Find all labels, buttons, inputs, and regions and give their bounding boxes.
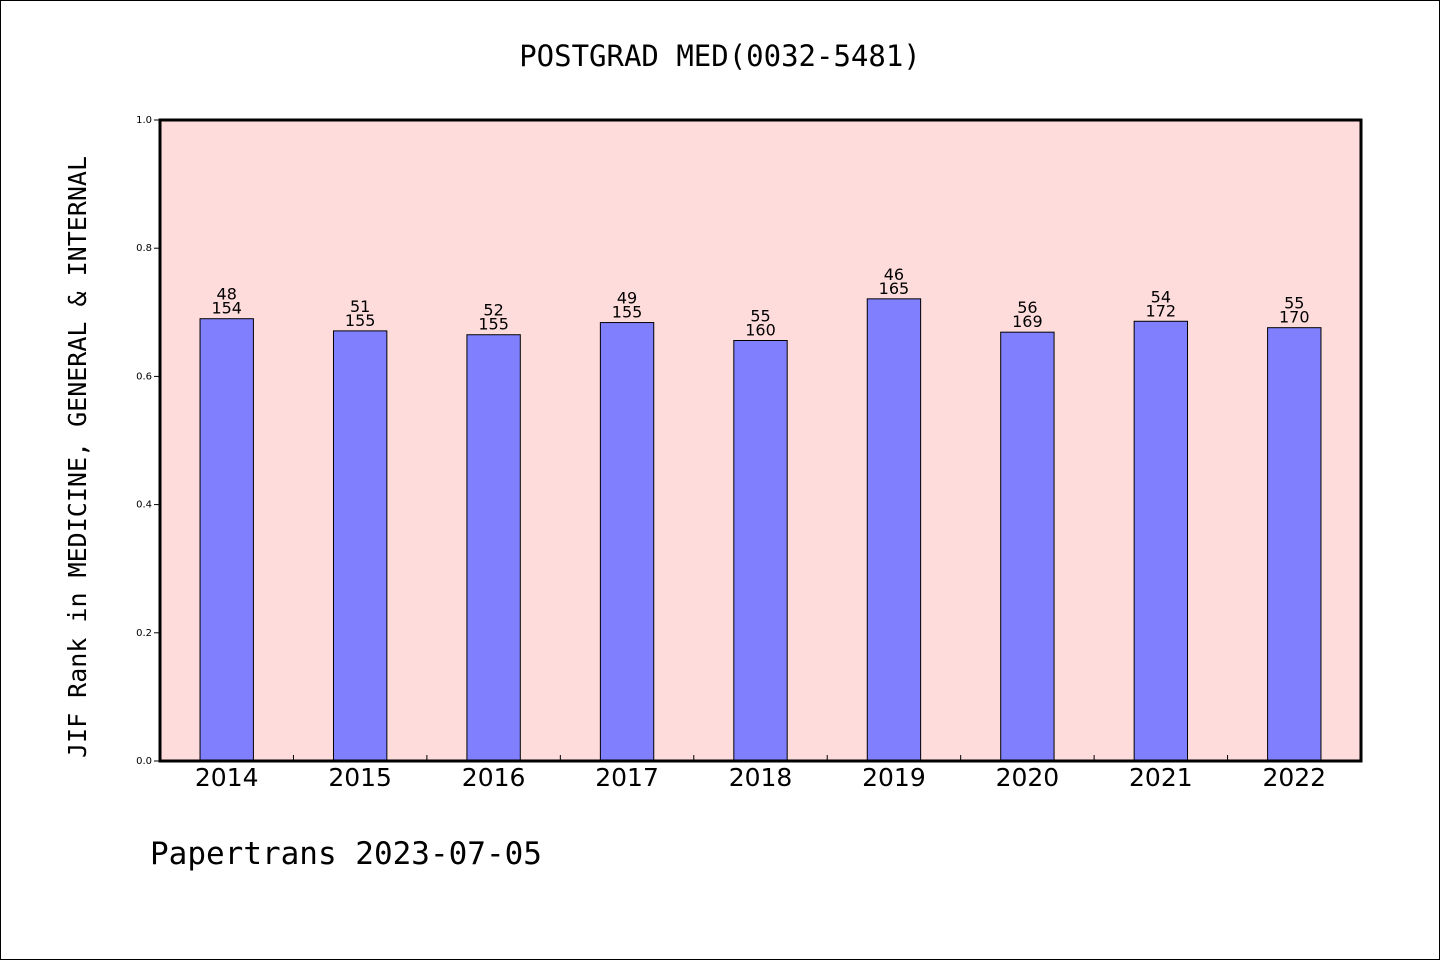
plot-border — [158, 118, 1363, 763]
y-tick-label: 1.0 — [136, 115, 152, 126]
y-tick-label: 0.8 — [136, 243, 152, 254]
y-tick-label: 0.0 — [136, 756, 152, 767]
bar-rank-label: 48 — [217, 285, 237, 304]
x-tick-label: 2017 — [595, 763, 659, 792]
bar-total-label: 165 — [879, 279, 910, 298]
footer-text: Papertrans 2023-07-05 — [150, 836, 542, 872]
bars — [199, 298, 1322, 762]
bar-rank-label: 55 — [750, 307, 770, 326]
bar-rank-label: 56 — [1017, 298, 1037, 317]
bar-rank-label: 52 — [483, 301, 503, 320]
bar-2020 — [1000, 331, 1055, 762]
y-tick-label: 0.6 — [136, 371, 152, 382]
x-tick-label: 2015 — [328, 763, 392, 792]
x-tick-label: 2018 — [729, 763, 793, 792]
x-tick-label: 2022 — [1262, 763, 1326, 792]
x-tick-label: 2014 — [195, 763, 259, 792]
y-axis-label: JIF Rank in MEDICINE, GENERAL & INTERNAL — [63, 156, 92, 758]
x-tick-label: 2016 — [462, 763, 526, 792]
bar-2021 — [1133, 320, 1189, 762]
x-tick-label: 2020 — [996, 763, 1060, 792]
y-tick-label: 0.2 — [136, 628, 152, 639]
bar-2015 — [332, 330, 388, 762]
bar-2019 — [866, 298, 922, 762]
chart-title: POSTGRAD MED(0032-5481) — [519, 39, 921, 73]
bar-total-label: 155 — [612, 303, 643, 322]
bar-total-label: 169 — [1012, 312, 1043, 331]
bar-total-label: 155 — [478, 315, 509, 334]
bar-2016 — [466, 334, 521, 762]
bar-rank-label: 51 — [350, 297, 370, 316]
bar-total-label: 170 — [1279, 308, 1310, 327]
bar-total-label: 172 — [1146, 301, 1177, 320]
bar-rank-label: 49 — [617, 289, 637, 308]
bar-2022 — [1267, 327, 1322, 762]
x-axis: 2014 2015 2016 2017 2018 2019 2020 2021 2022 — [195, 755, 1326, 792]
x-tick-label: 2019 — [862, 763, 926, 792]
bar-rank-label: 55 — [1284, 294, 1304, 313]
y-tick-label: 0.4 — [136, 500, 152, 511]
bar-2017 — [599, 322, 655, 762]
bar-rank-label: 54 — [1151, 287, 1171, 306]
bar-2014 — [199, 318, 254, 762]
bar-total-label: 154 — [211, 299, 242, 318]
bar-total-label: 160 — [745, 321, 776, 340]
x-tick-label: 2021 — [1129, 763, 1193, 792]
bar-rank-label: 46 — [884, 265, 904, 284]
bar-total-label: 155 — [345, 311, 376, 330]
bar-2018 — [733, 340, 788, 762]
y-axis: 0.0 0.2 0.4 0.6 0.8 1.0 — [136, 115, 160, 767]
